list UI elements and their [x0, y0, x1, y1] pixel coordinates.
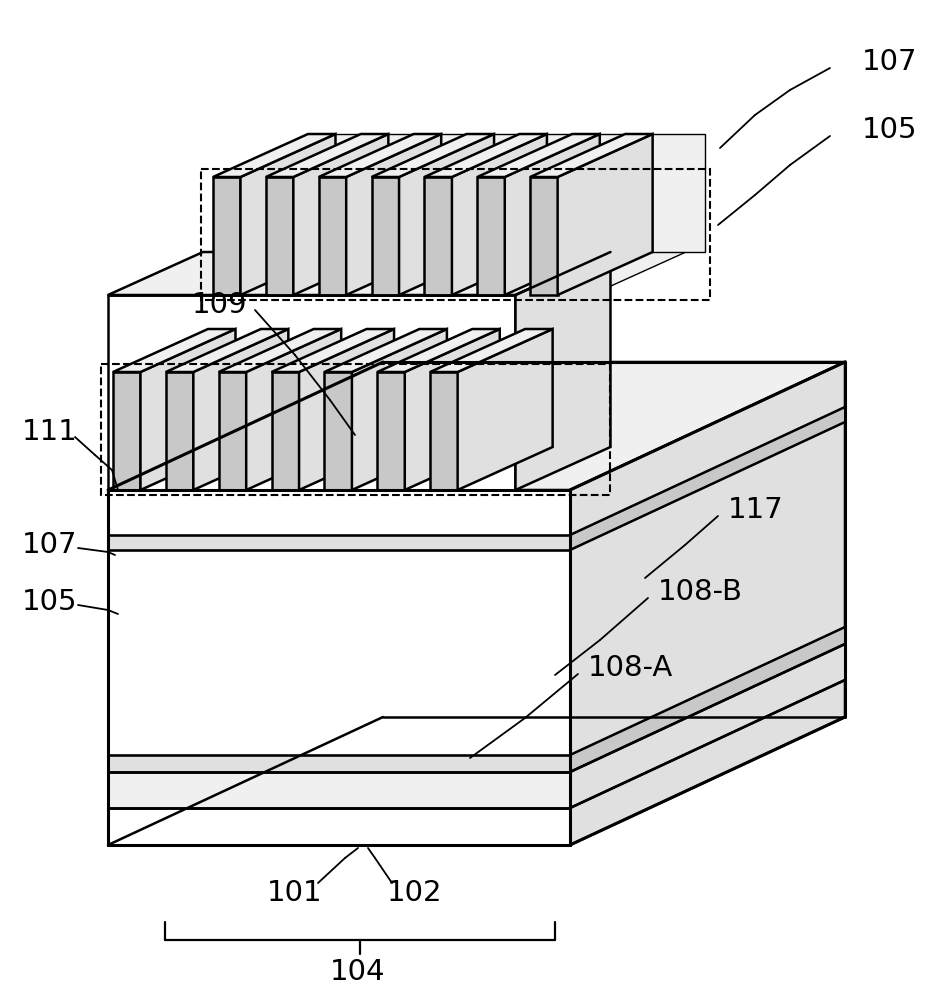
Polygon shape	[352, 329, 447, 490]
Polygon shape	[108, 447, 586, 490]
Polygon shape	[372, 134, 494, 177]
Text: 117: 117	[728, 496, 784, 524]
Text: 107: 107	[862, 48, 918, 76]
Polygon shape	[570, 407, 845, 550]
Polygon shape	[430, 372, 458, 490]
Polygon shape	[425, 134, 547, 177]
Text: 102: 102	[387, 879, 443, 907]
Polygon shape	[108, 535, 570, 550]
Polygon shape	[266, 134, 388, 177]
Polygon shape	[213, 177, 241, 295]
Polygon shape	[272, 372, 299, 490]
Polygon shape	[378, 329, 499, 372]
Text: 111: 111	[22, 418, 77, 446]
Polygon shape	[108, 295, 515, 490]
Polygon shape	[113, 372, 141, 490]
Polygon shape	[294, 134, 388, 295]
Polygon shape	[399, 134, 494, 295]
Polygon shape	[570, 627, 845, 772]
Text: 108-A: 108-A	[588, 654, 673, 682]
Polygon shape	[213, 134, 335, 177]
Polygon shape	[108, 490, 570, 845]
Polygon shape	[372, 177, 399, 295]
Text: 101: 101	[267, 879, 323, 907]
Polygon shape	[208, 329, 605, 447]
Text: 105: 105	[862, 116, 918, 144]
Polygon shape	[430, 329, 552, 372]
Polygon shape	[452, 134, 547, 295]
Polygon shape	[405, 329, 499, 490]
Polygon shape	[346, 134, 441, 295]
Polygon shape	[319, 134, 441, 177]
Polygon shape	[570, 362, 845, 845]
Polygon shape	[166, 329, 288, 372]
Polygon shape	[166, 372, 194, 490]
Polygon shape	[194, 329, 288, 490]
Polygon shape	[141, 329, 235, 490]
Polygon shape	[246, 329, 341, 490]
Polygon shape	[531, 134, 652, 177]
Polygon shape	[505, 134, 599, 295]
Polygon shape	[208, 252, 686, 295]
Polygon shape	[458, 329, 552, 490]
Polygon shape	[558, 134, 652, 295]
Polygon shape	[219, 329, 341, 372]
Polygon shape	[299, 329, 394, 490]
Polygon shape	[113, 329, 235, 372]
Polygon shape	[272, 329, 394, 372]
Polygon shape	[266, 177, 294, 295]
Polygon shape	[325, 372, 352, 490]
Polygon shape	[319, 177, 346, 295]
Polygon shape	[108, 252, 611, 295]
Polygon shape	[515, 252, 611, 490]
Polygon shape	[478, 177, 505, 295]
Text: 108-B: 108-B	[658, 578, 743, 606]
Polygon shape	[531, 177, 558, 295]
Polygon shape	[325, 329, 447, 372]
Polygon shape	[425, 177, 452, 295]
Text: 107: 107	[22, 531, 77, 559]
Polygon shape	[219, 372, 246, 490]
Polygon shape	[378, 372, 405, 490]
Polygon shape	[570, 644, 845, 808]
Text: 105: 105	[22, 588, 77, 616]
Polygon shape	[108, 755, 570, 772]
Text: 104: 104	[330, 958, 386, 986]
Polygon shape	[478, 134, 599, 177]
Polygon shape	[308, 134, 705, 252]
Text: 109: 109	[192, 291, 247, 319]
Polygon shape	[108, 362, 845, 490]
Polygon shape	[108, 772, 570, 808]
Polygon shape	[241, 134, 335, 295]
